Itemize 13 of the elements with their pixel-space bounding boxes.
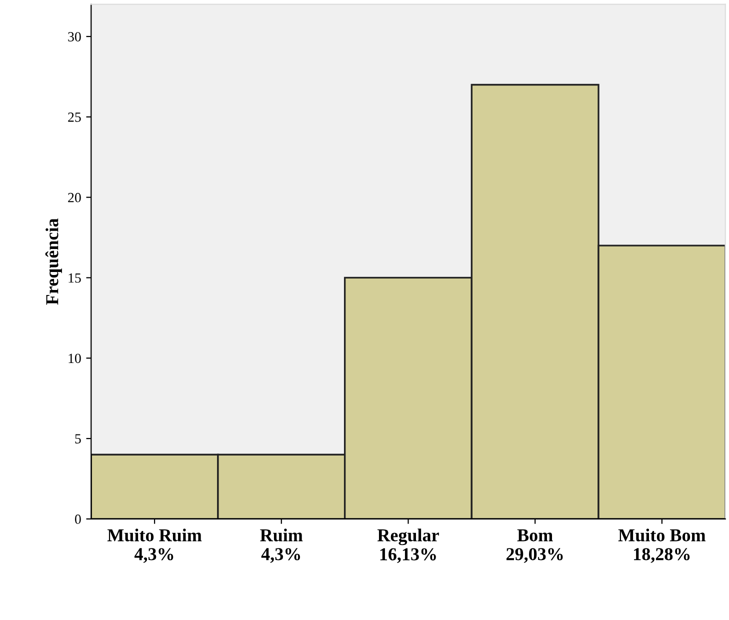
x-tick-label: Muito Ruim 4,3% bbox=[107, 528, 202, 563]
x-tick-label: Regular 16,13% bbox=[377, 528, 439, 564]
y-tick-label: 20 bbox=[68, 192, 81, 202]
y-tick-label: 15 bbox=[68, 273, 81, 283]
y-axis-title: Frequência bbox=[45, 218, 62, 305]
y-tick-label: 5 bbox=[75, 434, 81, 444]
x-tick-label: Muito Bom 18,28% bbox=[618, 528, 706, 563]
y-tick-label: 10 bbox=[68, 354, 81, 364]
x-tick-label: Bom 29,03% bbox=[506, 529, 563, 563]
y-tick-label: 25 bbox=[68, 112, 81, 122]
x-tick-label: Ruim 4,3% bbox=[260, 528, 303, 563]
y-tick-label: 30 bbox=[68, 32, 81, 42]
y-tick-label: 0 bbox=[74, 514, 81, 524]
